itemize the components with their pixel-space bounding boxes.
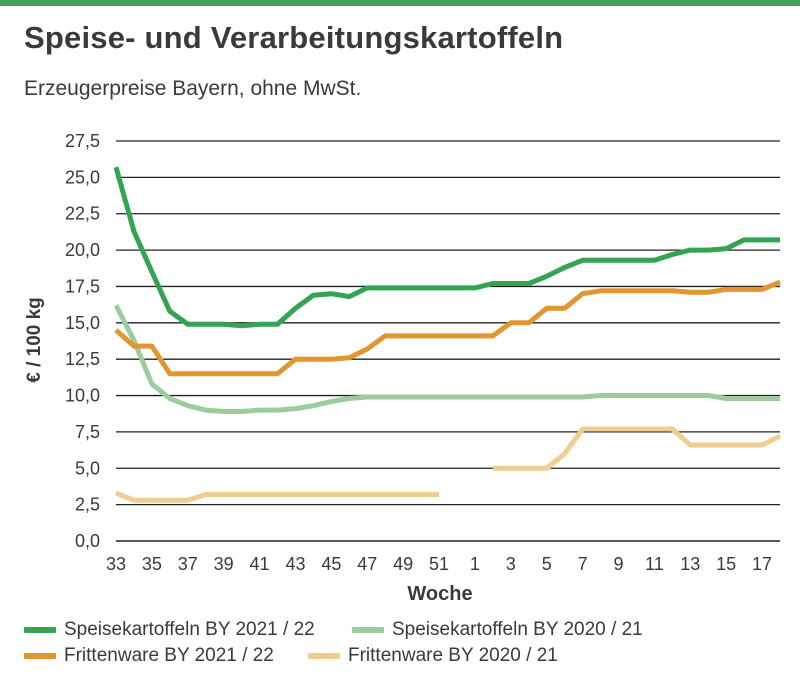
y-tick-label: 20,0 [65,240,100,260]
legend-item-fritten-2020: Frittenware BY 2020 / 21 [308,645,558,667]
legend-item-speise-2021: Speisekartoffeln BY 2021 / 22 [24,619,315,641]
x-tick-label: 39 [214,554,234,574]
x-tick-label: 49 [393,554,413,574]
series-line-0 [113,166,780,329]
y-tick-label: 2,5 [75,495,100,515]
legend-item-fritten-2021: Frittenware BY 2021 / 22 [24,645,274,667]
series-lines [113,166,782,503]
x-tick-label: 13 [680,554,700,574]
series-line-2 [114,279,781,377]
x-tick-label: 35 [142,554,162,574]
legend-item-speise-2020: Speisekartoffeln BY 2020 / 21 [352,619,643,641]
y-tick-labels: 0,0 2,5 5,0 7,5 10,0 12,5 15,0 17,5 20,0 22,5 25,0… [65,131,100,551]
x-tick-label: 1 [470,554,480,574]
y-tick-label: 25,0 [65,167,100,187]
y-tick-label: 17,5 [65,276,100,296]
line-chart: 0,0 2,5 5,0 7,5 10,0 12,5 15,0 17,5 20,0 22,5 25,0… [24,131,782,605]
series-line-3 [492,426,782,471]
x-tick-label: 45 [321,554,341,574]
legend-label: Frittenware BY 2020 / 21 [348,645,558,666]
x-tick-label: 37 [178,554,198,574]
legend-swatch-fritten-2020 [308,653,340,659]
legend-label: Speisekartoffeln BY 2020 / 21 [392,619,643,640]
legend-swatch-speise-2021 [24,627,56,633]
chart-title: Speise- und Verarbeitungskartoffeln [24,20,564,55]
y-tick-label: 27,5 [65,131,100,151]
series-line-1 [113,304,780,414]
x-tick-label: 47 [357,554,377,574]
series-line-3 [115,490,439,503]
y-tick-label: 12,5 [65,349,100,369]
chart-subtitle: Erzeugerpreise Bayern, ohne MwSt. [24,77,362,100]
y-tick-label: 22,5 [65,204,100,224]
x-tick-label: 5 [542,554,552,574]
x-tick-label: 9 [613,554,623,574]
y-axis-label: € / 100 kg [24,297,45,383]
x-tick-label: 17 [752,554,772,574]
y-tick-label: 7,5 [75,422,100,442]
x-tick-label: 11 [645,554,664,574]
x-tick-label: 7 [578,554,588,574]
legend-swatch-speise-2020 [352,627,384,633]
legend-label: Frittenware BY 2021 / 22 [64,645,274,666]
x-tick-labels: 33 35 37 39 41 43 45 47 49 51 1 3 5 7 9 11 13 15 17 [106,554,772,574]
y-tick-label: 5,0 [75,458,100,478]
top-accent-bar [0,0,800,6]
x-tick-label: 15 [716,554,736,574]
x-tick-label: 41 [250,554,270,574]
y-tick-label: 15,0 [65,313,100,333]
y-tick-label: 10,0 [65,386,100,406]
legend: Speisekartoffeln BY 2021 / 22 Speisekart… [24,617,784,677]
x-axis-label: Woche [407,583,472,605]
x-tick-label: 51 [429,554,449,574]
y-tick-label: 0,0 [75,531,100,551]
legend-label: Speisekartoffeln BY 2021 / 22 [64,619,315,640]
x-tick-label: 3 [506,554,516,574]
legend-swatch-fritten-2021 [24,653,56,659]
x-tick-label: 43 [285,554,305,574]
x-tick-label: 33 [106,554,126,574]
